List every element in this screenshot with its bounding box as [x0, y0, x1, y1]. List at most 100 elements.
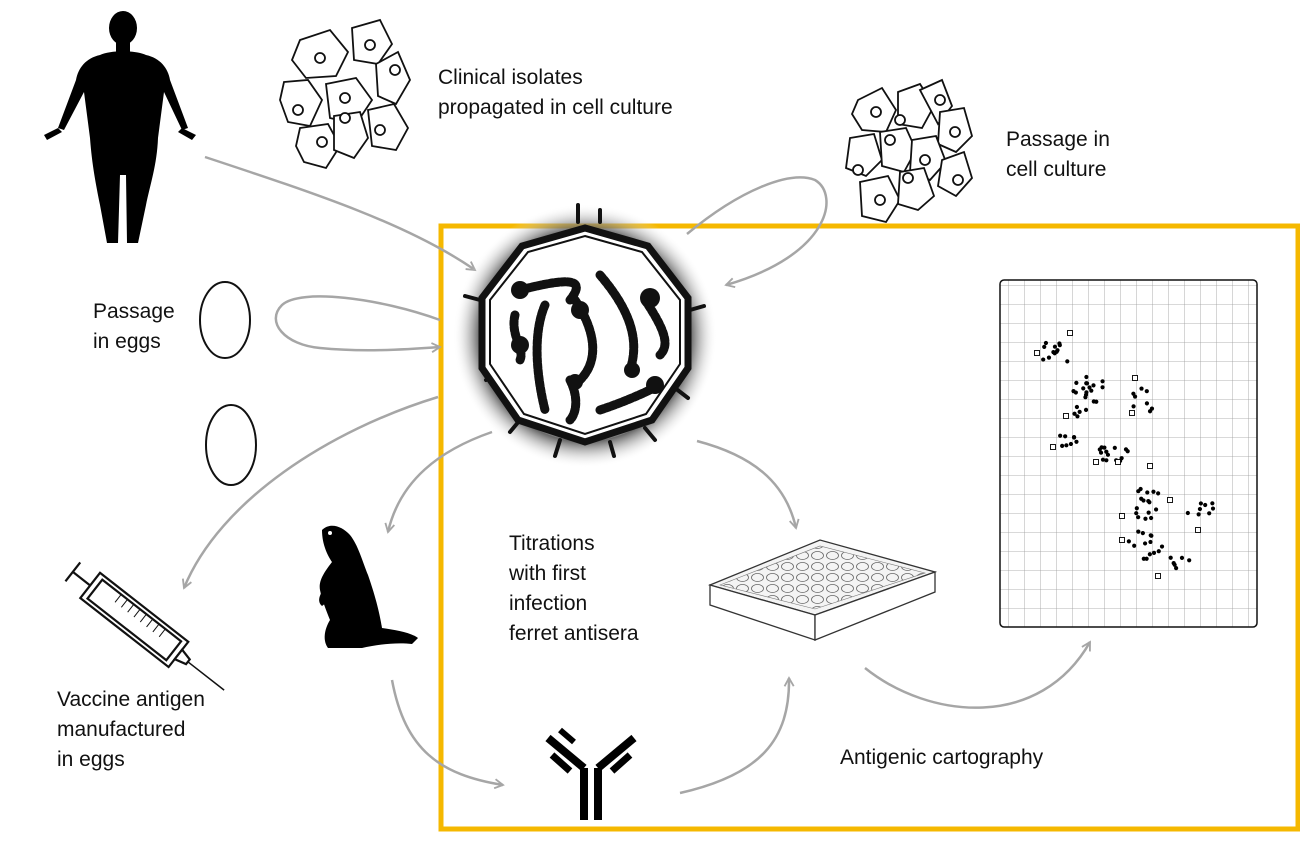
map-reference-square: [1147, 463, 1153, 469]
map-point: [1179, 555, 1185, 561]
arrow-cell-passage-loop: [686, 176, 828, 285]
map-reference-square: [1093, 459, 1099, 465]
map-point: [1134, 511, 1139, 516]
map-point: [1084, 381, 1090, 386]
passage-cell-culture-label: Passage in cell culture: [1006, 128, 1110, 181]
map-reference-square: [1063, 413, 1069, 419]
map-point: [1139, 496, 1144, 501]
map-point: [1072, 411, 1077, 416]
map-reference-square: [1050, 444, 1056, 450]
map-point: [1091, 399, 1096, 404]
map-point: [1146, 510, 1151, 515]
vaccine-antigen-label: Vaccine antigen manufactured in eggs: [57, 688, 205, 771]
passage-eggs-label: Passage in eggs: [93, 300, 175, 353]
map-reference-square: [1034, 350, 1040, 356]
map-point: [1146, 498, 1151, 504]
map-point: [1100, 379, 1105, 384]
map-point: [1089, 388, 1094, 393]
cell-culture-icon: [845, 78, 974, 224]
map-point: [1136, 529, 1141, 534]
map-point: [1132, 394, 1138, 399]
map-point: [1098, 450, 1104, 455]
map-point: [1074, 404, 1080, 410]
map-reference-square: [1155, 573, 1161, 579]
map-point: [1042, 344, 1047, 349]
map-point: [1196, 512, 1201, 517]
syringe-icon: [64, 561, 225, 691]
map-point: [1081, 386, 1086, 391]
arrow-human-to-virus: [204, 155, 475, 270]
clinical-isolates-label: Clinical isolates propagated in cell cul…: [438, 66, 673, 119]
arrow-virus-to-plate: [696, 439, 796, 528]
map-point: [1041, 357, 1046, 362]
map-point: [1060, 443, 1065, 448]
arrow-ferret-to-antibody: [390, 679, 503, 785]
map-point: [1132, 543, 1137, 548]
highlight-box: [438, 223, 1300, 832]
map-point: [1104, 449, 1109, 454]
map-point: [1131, 404, 1136, 409]
map-point: [1139, 386, 1144, 391]
map-point: [1151, 550, 1157, 556]
map-point: [1187, 558, 1192, 563]
arrow-antibody-to-plate: [679, 678, 789, 795]
ferret-icon: [319, 525, 418, 648]
human-silhouette-icon: [44, 11, 196, 243]
map-reference-square: [1132, 375, 1138, 381]
map-point: [1153, 507, 1159, 512]
map-point: [1144, 389, 1149, 394]
antigenic-map-icon: [999, 279, 1258, 628]
map-point: [1084, 390, 1089, 395]
map-point: [1156, 549, 1161, 554]
map-point: [1159, 544, 1165, 549]
map-point: [1084, 374, 1089, 380]
map-reference-square: [1115, 459, 1121, 465]
map-point: [1144, 401, 1150, 406]
map-point: [1054, 349, 1059, 354]
map-point: [1100, 385, 1105, 390]
map-point: [1147, 552, 1152, 557]
arrow-virus-to-ferret: [388, 430, 493, 532]
map-point: [1043, 340, 1049, 346]
map-reference-square: [1167, 497, 1173, 503]
map-point: [1052, 344, 1058, 349]
map-point: [1210, 506, 1216, 511]
map-point: [1140, 531, 1145, 536]
map-point: [1172, 562, 1177, 567]
map-point: [1141, 556, 1146, 561]
map-point: [1174, 566, 1179, 571]
map-point: [1074, 380, 1079, 385]
egg-icon: [199, 281, 251, 359]
map-point: [1123, 447, 1129, 452]
map-point: [1143, 516, 1148, 521]
map-point: [1207, 511, 1212, 516]
map-point: [1075, 414, 1080, 419]
map-point: [1136, 515, 1141, 520]
map-point: [1058, 433, 1063, 438]
map-point: [1074, 439, 1079, 444]
map-point: [1100, 457, 1106, 462]
map-point: [1149, 515, 1154, 521]
antibody-icon: [545, 727, 637, 820]
map-point: [1156, 491, 1161, 496]
map-point: [1112, 445, 1117, 450]
map-point: [1104, 458, 1109, 463]
map-point: [1071, 435, 1077, 440]
map-point: [1168, 555, 1173, 560]
map-reference-square: [1067, 330, 1073, 336]
antigenic-cartography-label: Antigenic cartography: [840, 746, 1044, 769]
arrow-egg-passage-loop: [274, 295, 440, 350]
arrows: [184, 155, 1092, 795]
map-point: [1068, 441, 1074, 447]
map-point: [1046, 355, 1052, 360]
map-point: [1151, 489, 1156, 494]
map-point: [1210, 501, 1215, 506]
map-point: [1126, 539, 1131, 544]
map-point: [1142, 541, 1148, 546]
map-point: [1099, 445, 1104, 450]
titrations-label: Titrations with first infection ferret a…: [509, 532, 639, 645]
map-point: [1148, 539, 1153, 545]
map-reference-square: [1195, 527, 1201, 533]
arrow-plate-to-map: [864, 642, 1092, 709]
